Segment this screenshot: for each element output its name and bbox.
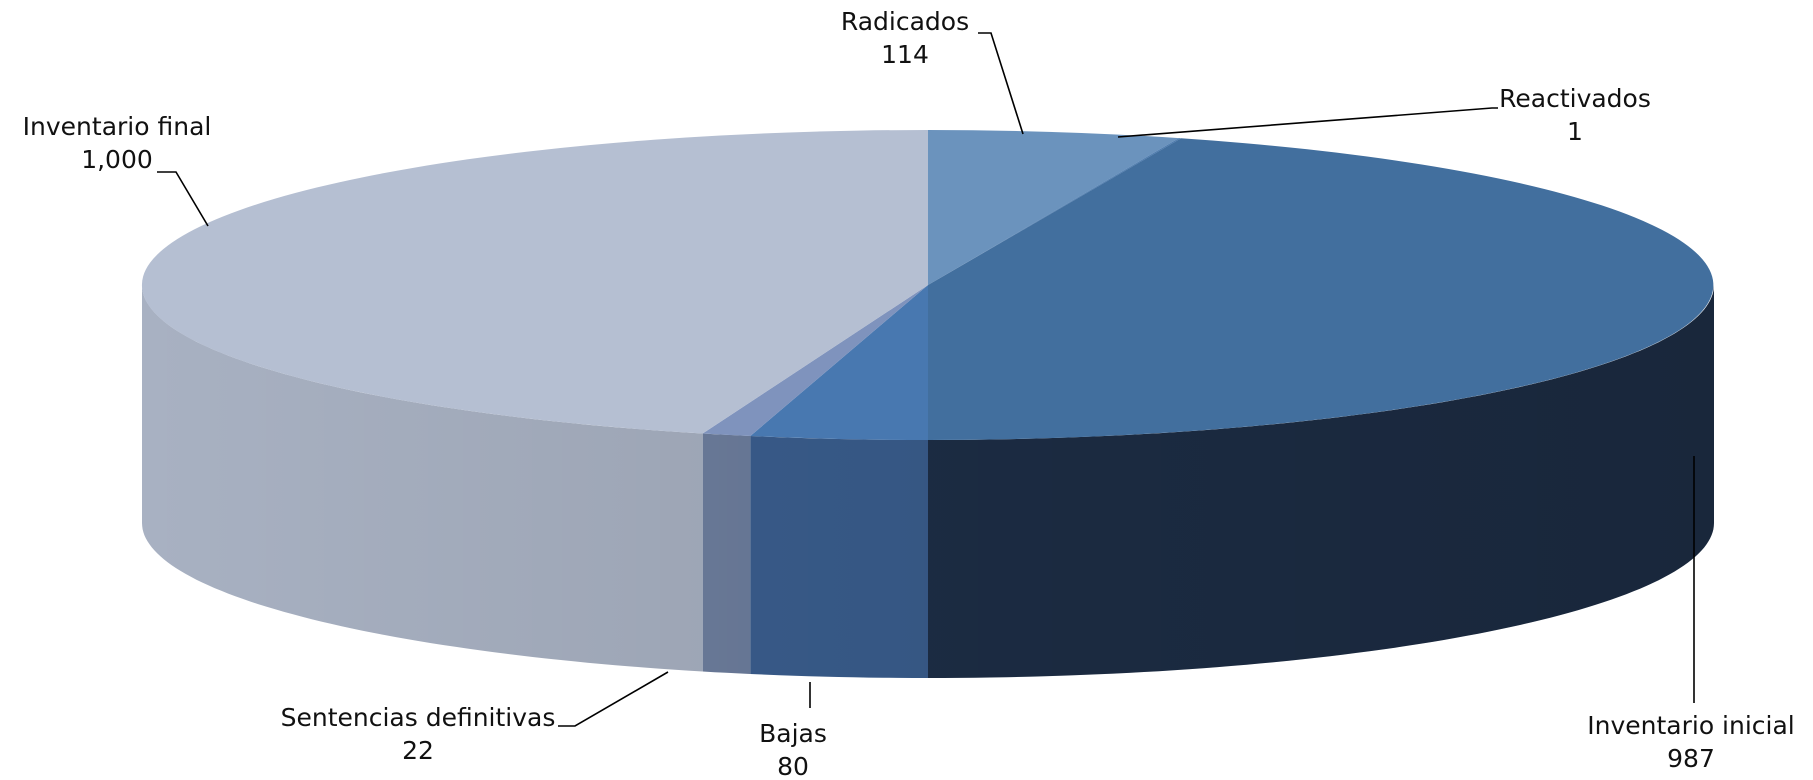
pie-side-shading (142, 285, 1714, 678)
pie-slice-sentencias-definitivas (702, 285, 928, 436)
leader-lines (157, 32, 1695, 727)
pie-slice-bajas (750, 285, 928, 440)
label-reactivados-name: Reactivados (1499, 84, 1651, 113)
pie-slice-inventario-inicial (928, 138, 1714, 441)
label-inventario-final-name: Inventario final (23, 112, 212, 141)
leader-reactivados (1117, 107, 1498, 138)
leader-radicados (978, 32, 1024, 135)
leader-sentencias-definitivas (558, 671, 669, 727)
label-sentencias-definitivas-value: 22 (402, 736, 434, 765)
label-bajas-name: Bajas (759, 719, 827, 748)
pie-slice-inventario-final (141, 129, 929, 434)
label-radicados-value: 114 (881, 40, 929, 69)
label-inventario-inicial-value: 987 (1667, 744, 1715, 773)
label-bajas-value: 80 (777, 752, 809, 780)
label-inventario-final-value: 1,000 (81, 145, 153, 174)
label-inventario-inicial-name: Inventario inicial (1587, 711, 1795, 740)
pie-side-walls (142, 285, 1714, 678)
leader-inventario-final (157, 171, 209, 227)
label-reactivados-value: 1 (1567, 117, 1583, 146)
pie-slice-reactivados (928, 138, 1182, 285)
pie-top-faces (141, 129, 1714, 441)
label-radicados-name: Radicados (841, 7, 969, 36)
pie-slice-radicados (928, 129, 1179, 285)
label-sentencias-definitivas-name: Sentencias definitivas (281, 703, 556, 732)
